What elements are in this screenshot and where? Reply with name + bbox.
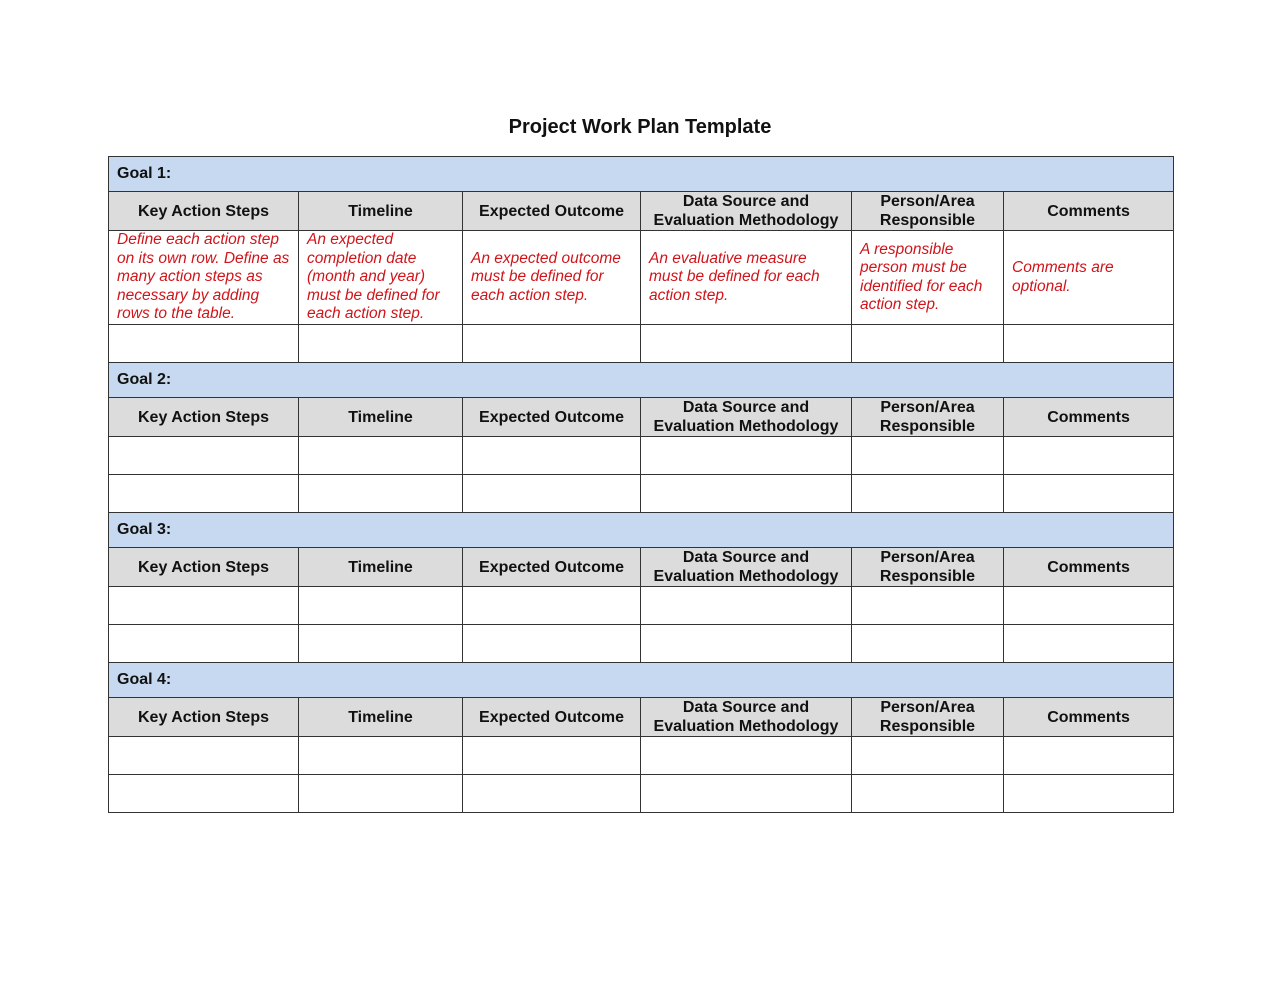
cell-expected-outcome[interactable]: [462, 324, 641, 363]
column-header-expected-outcome: Expected Outcome: [462, 547, 641, 587]
column-header-key-action-steps: Key Action Steps: [108, 697, 299, 737]
table-row: [108, 624, 1175, 663]
column-header-person-responsible: Person/Area Responsible: [851, 697, 1004, 737]
column-header-data-source: Data Source and Evaluation Methodology: [640, 191, 852, 231]
column-header-person-responsible: Person/Area Responsible: [851, 397, 1004, 437]
cell-key-action-steps[interactable]: [108, 436, 299, 475]
cell-person-responsible[interactable]: [851, 436, 1004, 475]
cell-data-source[interactable]: An evaluative measure must be defined fo…: [640, 230, 852, 325]
cell-data-source[interactable]: [640, 474, 852, 513]
cell-expected-outcome[interactable]: [462, 436, 641, 475]
cell-person-responsible[interactable]: A responsible person must be identified …: [851, 230, 1004, 325]
table-row: [108, 774, 1175, 813]
column-header-expected-outcome: Expected Outcome: [462, 191, 641, 231]
table-row: [108, 436, 1175, 475]
cell-expected-outcome[interactable]: [462, 474, 641, 513]
cell-key-action-steps[interactable]: [108, 736, 299, 775]
cell-key-action-steps[interactable]: [108, 774, 299, 813]
cell-comments[interactable]: [1002, 474, 1175, 513]
column-header-comments: Comments: [1002, 547, 1175, 587]
goal-label: Goal 3:: [107, 512, 1175, 548]
cell-key-action-steps[interactable]: [108, 586, 299, 625]
cell-expected-outcome[interactable]: [462, 624, 641, 663]
goal-row: Goal 2:: [107, 362, 1175, 398]
cell-comments[interactable]: [1002, 586, 1175, 625]
column-header-timeline: Timeline: [298, 547, 463, 587]
goal-label: Goal 4:: [107, 662, 1175, 698]
page-title: Project Work Plan Template: [508, 116, 772, 138]
cell-person-responsible[interactable]: [851, 474, 1004, 513]
cell-expected-outcome[interactable]: [462, 774, 641, 813]
cell-comments[interactable]: Comments are optional.: [1002, 230, 1175, 325]
cell-person-responsible[interactable]: [851, 736, 1004, 775]
cell-data-source[interactable]: [640, 436, 852, 475]
column-header-timeline: Timeline: [298, 697, 463, 737]
column-header-person-responsible: Person/Area Responsible: [851, 547, 1004, 587]
table-row: [108, 324, 1175, 363]
column-header-person-responsible: Person/Area Responsible: [851, 191, 1004, 231]
column-header-comments: Comments: [1002, 191, 1175, 231]
cell-person-responsible[interactable]: [851, 624, 1004, 663]
cell-person-responsible[interactable]: [851, 586, 1004, 625]
cell-timeline[interactable]: An expected completion date (month and y…: [298, 230, 463, 325]
column-header-expected-outcome: Expected Outcome: [462, 697, 641, 737]
cell-expected-outcome[interactable]: An expected outcome must be defined for …: [462, 230, 641, 325]
cell-data-source[interactable]: [640, 774, 852, 813]
column-header-row: Key Action Steps Timeline Expected Outcome…: [108, 547, 1175, 587]
column-header-key-action-steps: Key Action Steps: [108, 191, 299, 231]
column-header-expected-outcome: Expected Outcome: [462, 397, 641, 437]
cell-data-source[interactable]: [640, 736, 852, 775]
goal-label: Goal 2:: [107, 362, 1175, 398]
cell-data-source[interactable]: [640, 324, 852, 363]
cell-data-source[interactable]: [640, 624, 852, 663]
cell-expected-outcome[interactable]: [462, 586, 641, 625]
cell-timeline[interactable]: [298, 474, 463, 513]
column-header-row: Key Action Steps Timeline Expected Outcome…: [108, 397, 1175, 437]
table-row: [108, 474, 1175, 513]
example-row: Define each action step on its own row. …: [108, 230, 1175, 325]
column-header-data-source: Data Source and Evaluation Methodology: [640, 397, 852, 437]
column-header-key-action-steps: Key Action Steps: [108, 547, 299, 587]
goal-row: Goal 4:: [107, 662, 1175, 698]
cell-timeline[interactable]: [298, 774, 463, 813]
column-header-comments: Comments: [1002, 397, 1175, 437]
cell-timeline[interactable]: [298, 324, 463, 363]
cell-comments[interactable]: [1002, 324, 1175, 363]
cell-key-action-steps[interactable]: [108, 324, 299, 363]
goal-label: Goal 1:: [107, 156, 1175, 192]
column-header-comments: Comments: [1002, 697, 1175, 737]
cell-comments[interactable]: [1002, 736, 1175, 775]
cell-timeline[interactable]: [298, 624, 463, 663]
cell-comments[interactable]: [1002, 774, 1175, 813]
column-header-row: Key Action Steps Timeline Expected Outcome…: [108, 191, 1175, 231]
cell-person-responsible[interactable]: [851, 774, 1004, 813]
cell-timeline[interactable]: [298, 436, 463, 475]
cell-key-action-steps[interactable]: [108, 474, 299, 513]
column-header-data-source: Data Source and Evaluation Methodology: [640, 547, 852, 587]
table-row: [108, 736, 1175, 775]
column-header-key-action-steps: Key Action Steps: [108, 397, 299, 437]
goal-row: Goal 3:: [107, 512, 1175, 548]
cell-expected-outcome[interactable]: [462, 736, 641, 775]
column-header-row: Key Action Steps Timeline Expected Outcome…: [108, 697, 1175, 737]
cell-key-action-steps[interactable]: Define each action step on its own row. …: [108, 230, 299, 325]
cell-timeline[interactable]: [298, 586, 463, 625]
table-row: [108, 586, 1175, 625]
cell-comments[interactable]: [1002, 436, 1175, 475]
cell-data-source[interactable]: [640, 586, 852, 625]
work-plan-table: Goal 1: Key Action Steps Timeline Expected …: [107, 156, 1175, 813]
cell-person-responsible[interactable]: [851, 324, 1004, 363]
goal-row: Goal 1:: [107, 156, 1175, 192]
cell-key-action-steps[interactable]: [108, 624, 299, 663]
cell-timeline[interactable]: [298, 736, 463, 775]
column-header-data-source: Data Source and Evaluation Methodology: [640, 697, 852, 737]
cell-comments[interactable]: [1002, 624, 1175, 663]
column-header-timeline: Timeline: [298, 397, 463, 437]
column-header-timeline: Timeline: [298, 191, 463, 231]
